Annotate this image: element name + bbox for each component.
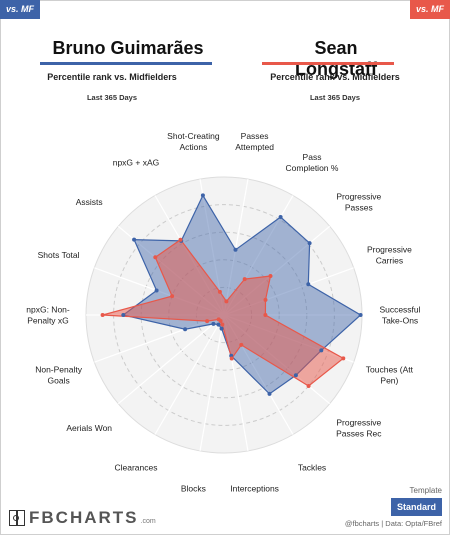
- player1-comparison-tag[interactable]: vs. MF: [0, 0, 41, 19]
- player1-period: Last 365 Days: [86, 93, 138, 102]
- series-2-point-1: [224, 299, 229, 304]
- radar-spoke-11: [154, 314, 225, 435]
- series-2-point-18: [217, 289, 222, 294]
- axis-label-16: Assists: [76, 197, 103, 207]
- axis-label-8: Tackles: [298, 462, 326, 472]
- series-2-point-16: [153, 255, 158, 260]
- axis-label-10: Blocks: [181, 483, 206, 493]
- pitch-icon: [9, 510, 25, 526]
- series-2-point-14: [100, 313, 105, 317]
- player2-subtitle: Percentile rank vs. Midfielders: [270, 72, 400, 82]
- series-2-point-15: [170, 294, 175, 299]
- player2-underline: [262, 62, 394, 65]
- series-2-point-4: [263, 297, 268, 302]
- data-credit: @fbcharts | Data: Opta/FBref: [344, 519, 442, 528]
- template-label: Template: [409, 486, 442, 495]
- axis-label-4: Progressive Carries: [367, 244, 412, 265]
- series-2-point-7: [306, 384, 311, 388]
- series-2-point-2: [242, 277, 247, 282]
- logo-domain: .com: [140, 517, 156, 525]
- fbcharts-logo: FBCHARTS .com: [9, 508, 156, 527]
- player1-underline: [40, 62, 212, 65]
- series-2-point-3: [268, 274, 273, 278]
- radar-spoke-10: [199, 314, 225, 452]
- player1-name: Bruno Guimarães: [52, 38, 204, 58]
- series-2-point-13: [205, 319, 210, 324]
- series-1-point-18: [200, 193, 205, 198]
- radar-spoke-12: [117, 314, 225, 405]
- player2-comparison-tag[interactable]: vs. MF: [409, 0, 450, 19]
- series-1-point-14: [121, 313, 126, 317]
- series-2-point-6: [341, 356, 346, 361]
- series-1-point-8: [267, 391, 272, 396]
- axis-label-9: Interceptions: [230, 483, 279, 493]
- player1-subtitle: Percentile rank vs. Midfielders: [47, 72, 177, 82]
- series-1-point-11: [216, 322, 221, 327]
- axis-label-14: npxG: Non-Penalty xG: [26, 305, 70, 326]
- axis-label-18: Shot-Creating Actions: [167, 131, 220, 152]
- logo-text: FBCHARTS: [29, 508, 139, 527]
- axis-label-12: Aerials Won: [66, 423, 112, 433]
- axis-label-2: Pass Completion %: [286, 152, 339, 173]
- axis-label-11: Clearances: [115, 462, 158, 472]
- series-2-point-9: [229, 356, 234, 361]
- series-1-point-5: [358, 313, 363, 317]
- series-1-point-15: [154, 288, 159, 293]
- template-standard-button[interactable]: Standard: [391, 498, 442, 516]
- series-1-point-2: [278, 215, 283, 219]
- series-1-point-10: [219, 326, 224, 331]
- series-1-point-6: [319, 348, 324, 353]
- series-1-point-16: [132, 237, 137, 242]
- axis-label-17: npxG + xAG: [113, 158, 160, 168]
- series-2-point-5: [263, 313, 268, 317]
- series-1-point-7: [293, 373, 298, 378]
- series-2-point-8: [239, 342, 244, 347]
- series-1-point-3: [307, 241, 312, 246]
- series-2-point-12: [216, 317, 221, 322]
- series-1-point-12: [211, 321, 216, 326]
- player2-period: Last 365 Days: [309, 93, 361, 102]
- series-1-point-1: [233, 247, 238, 252]
- axis-label-5: Successful Take-Ons: [379, 305, 420, 326]
- radar-spoke-1: [223, 178, 249, 316]
- series-1-point-4: [306, 282, 311, 287]
- series-1-point-13: [183, 327, 188, 332]
- axis-label-1: Passes Attempted: [235, 131, 274, 152]
- series-2-point-10: [220, 322, 225, 327]
- axis-label-7: Progressive Passes Rec: [336, 418, 382, 439]
- axis-label-6: Touches (Att Pen): [366, 365, 414, 386]
- axis-label-13: Non-Penalty Goals: [35, 365, 83, 386]
- series-2-point-17: [178, 237, 183, 242]
- axis-label-3: Progressive Passes: [336, 191, 381, 212]
- radar-spoke-13: [94, 314, 225, 363]
- axis-label-15: Shots Total: [38, 250, 80, 260]
